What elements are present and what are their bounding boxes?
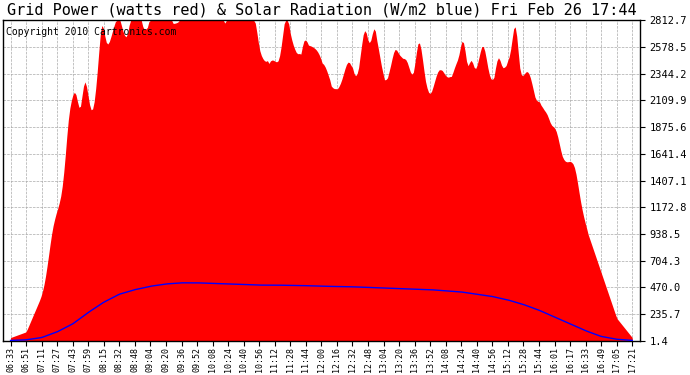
Title: Grid Power (watts red) & Solar Radiation (W/m2 blue) Fri Feb 26 17:44: Grid Power (watts red) & Solar Radiation… bbox=[7, 3, 636, 18]
Text: Copyright 2010 Cartronics.com: Copyright 2010 Cartronics.com bbox=[6, 27, 177, 37]
